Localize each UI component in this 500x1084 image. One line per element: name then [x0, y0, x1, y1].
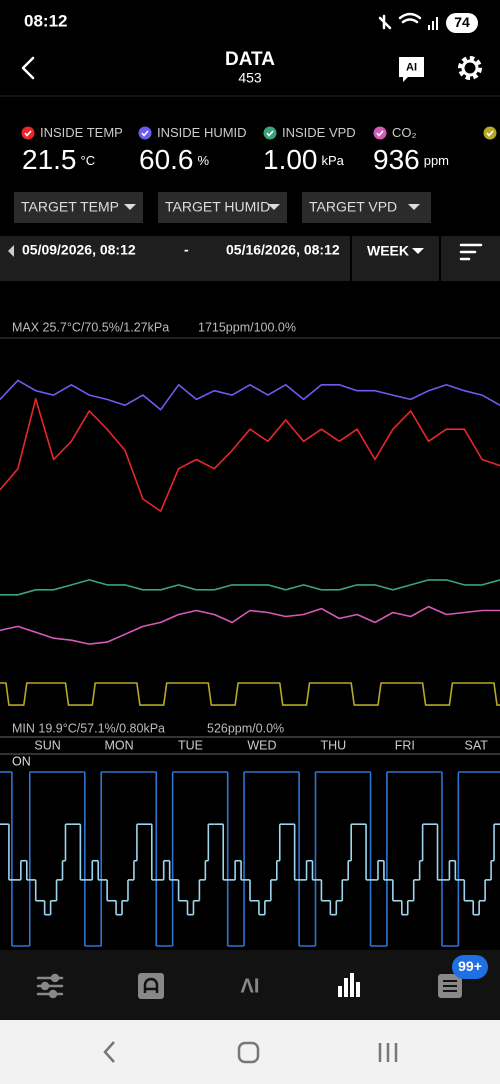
x-tick-label: THU — [320, 738, 346, 752]
reading-value: 936 — [373, 144, 420, 175]
battery — [446, 13, 478, 33]
reading-value: 1.00 — [263, 144, 318, 175]
sort-button[interactable] — [459, 243, 483, 261]
filter-dropdown[interactable]: TARGET VPD — [302, 192, 431, 223]
charts: MAX 25.7°C/70.5%/1.27kPa 1715ppm/100.0% MI… — [0, 320, 500, 947]
ai-button-label: AI — [406, 61, 417, 73]
nav-log[interactable] — [438, 974, 462, 998]
x-tick-label: FRI — [395, 738, 415, 752]
settings-button[interactable] — [458, 56, 482, 80]
series-line — [0, 379, 500, 411]
readings: INSIDE TEMP 21.5 °C INSIDE HUMID 60.6 % INSIDE… — [21, 125, 497, 175]
reading-unit: kPa — [322, 153, 345, 168]
range-end[interactable]: 05/16/2026, 08:12 — [226, 242, 340, 258]
reading-value: 60.6 — [139, 144, 194, 175]
reading-unit: % — [198, 153, 210, 168]
reading-unit: ppm — [424, 153, 449, 168]
range-bar — [0, 236, 500, 281]
legend-dot — [138, 126, 152, 140]
system-back[interactable] — [103, 1041, 115, 1063]
ai-button[interactable]: AI — [399, 57, 424, 82]
legend-label: INSIDE TEMP — [40, 125, 123, 140]
badge — [452, 955, 488, 979]
legend-dot — [263, 126, 277, 140]
range-start[interactable]: 05/09/2026, 08:12 — [22, 242, 136, 258]
nav-data[interactable] — [338, 973, 360, 997]
legend-check — [376, 130, 384, 137]
badge-count: 99+ — [458, 958, 482, 974]
annotation: 1715ppm/100.0% — [198, 320, 296, 334]
system-nav — [0, 1020, 500, 1084]
series-line — [0, 682, 500, 706]
period-dropdown[interactable]: WEEK — [367, 243, 424, 259]
annotation: MAX 25.7°C/70.5%/1.27kPa — [12, 320, 169, 334]
x-tick-label: SUN — [34, 738, 60, 752]
system-home[interactable] — [237, 1041, 260, 1064]
nav-device[interactable] — [138, 973, 164, 999]
legend-check — [486, 130, 494, 137]
filter-label: TARGET TEMP — [21, 199, 119, 215]
annotation: 526ppm/0.0% — [207, 721, 284, 735]
series-line — [0, 579, 500, 596]
reading: 936 ppm — [373, 144, 449, 175]
status-time: 08:12 — [24, 11, 67, 30]
reading: 1.00 kPa — [263, 144, 345, 175]
range-separator: - — [184, 242, 189, 258]
bottom-nav — [0, 950, 500, 1020]
period-label: WEEK — [367, 243, 409, 259]
series-line — [0, 398, 500, 512]
legend-dot — [21, 126, 35, 140]
legend-check — [24, 130, 32, 137]
reading: 21.5 °C — [22, 144, 95, 175]
back-button[interactable] — [21, 56, 35, 80]
x-tick-label: SAT — [464, 738, 488, 752]
reading-value: 21.5 — [22, 144, 77, 175]
x-tick-label: WED — [247, 738, 276, 752]
page-title: DATA — [225, 49, 275, 70]
filter-label: TARGET HUMID — [165, 199, 270, 215]
legend-label: CO₂ — [392, 125, 417, 140]
range-prev[interactable] — [8, 245, 14, 257]
reading-unit: °C — [81, 153, 96, 168]
legend-check — [141, 130, 149, 137]
nav-ai[interactable]: ΛI — [241, 975, 260, 997]
filter-dropdown[interactable]: TARGET HUMID — [158, 192, 287, 223]
filter-label: TARGET VPD — [309, 199, 397, 215]
reading: 60.6% — [139, 144, 210, 175]
system-recents[interactable] — [378, 1043, 398, 1062]
y-label: ON — [12, 754, 31, 768]
status-icons — [378, 12, 438, 30]
annotation: MIN 19.9°C/57.1%/0.80kPa — [12, 721, 165, 735]
nav-controls[interactable] — [36, 973, 64, 999]
page-subtitle: 453 — [238, 70, 262, 86]
x-tick-label: MON — [104, 738, 133, 752]
legend-dot — [373, 126, 387, 140]
battery-level: 74 — [454, 14, 470, 30]
series-line — [0, 605, 500, 645]
legend-dot — [483, 126, 497, 140]
filter-dropdown[interactable]: TARGET TEMP — [14, 192, 143, 223]
x-tick-label: TUE — [178, 738, 203, 752]
legend-check — [266, 130, 274, 137]
legend-label: INSIDE HUMID — [157, 125, 247, 140]
legend-label: INSIDE VPD — [282, 125, 356, 140]
